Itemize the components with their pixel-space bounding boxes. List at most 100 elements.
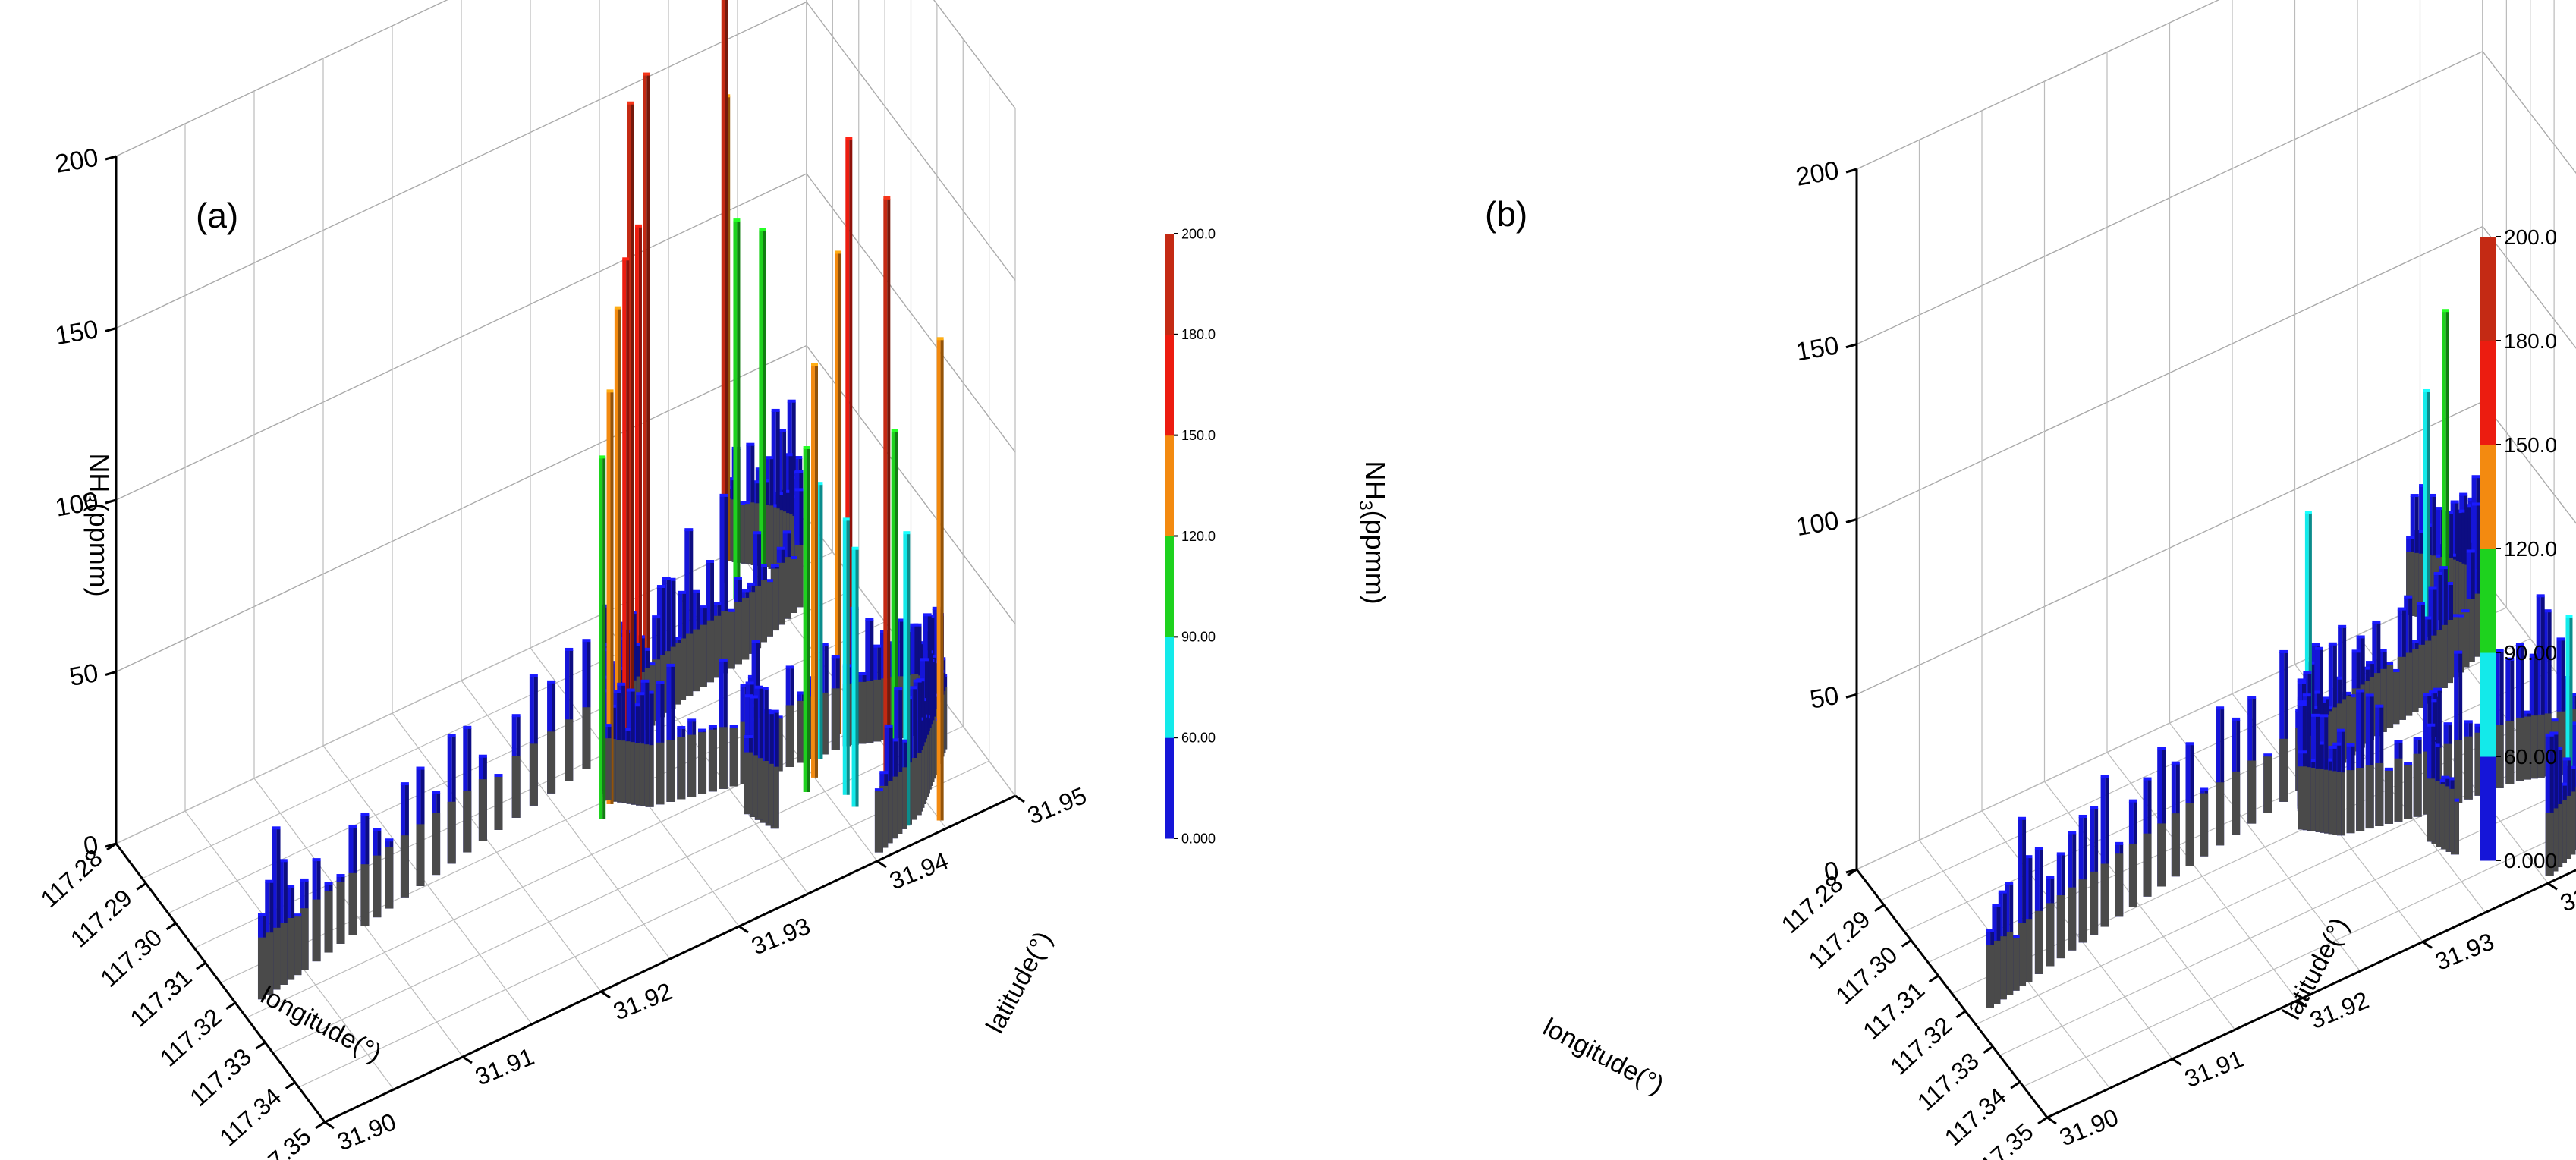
panel-b-bar-107-cap: [2365, 661, 2374, 665]
panel-a-peak-bar-66-cap: [759, 228, 766, 231]
panel-b-bar-134-cap: [2311, 643, 2320, 646]
panel-b-bar-115-base: [2413, 753, 2422, 817]
panel-a-bar-186-base: [478, 779, 487, 841]
panel-a-z-tick-label-1: 50: [68, 659, 101, 692]
panel-b-zgrid-right-3: [2482, 51, 2576, 174]
panel-b-bar-70-base: [2522, 716, 2531, 780]
panel-b-peak-bar-141-side: [2308, 513, 2312, 794]
panel-a-bar-123-side: [764, 689, 769, 823]
panel-b-bar-72-cap: [2571, 721, 2576, 725]
panel-a-bar-129-cap: [744, 734, 753, 738]
panel-b-bar-75-cap: [2567, 765, 2576, 769]
panel-a-bar-187: [463, 725, 472, 853]
panel-b-bar-96-base: [2391, 671, 2400, 725]
panel-a-peak-bar-154: [622, 257, 630, 775]
panel-b-bar-95-side: [2458, 652, 2463, 803]
panel-b-bar-96-cap: [2391, 668, 2400, 672]
panel-a-y-tick-label-0: 31.90: [333, 1108, 400, 1155]
panel-b-peak-bar-73: [2565, 615, 2573, 845]
panel-a-bar-61-cap: [776, 546, 785, 550]
panel-b-bar-67-cap: [2529, 653, 2538, 657]
panel-b-bar-187-base: [1992, 940, 2001, 1004]
panel-a-bar-94-cap: [741, 589, 750, 593]
panel-a-bar-182-cap: [547, 680, 556, 684]
panel-a-peak-bar-92-cap: [842, 517, 850, 521]
panel-b-bar-92-base: [2464, 736, 2473, 800]
panel-a-bar-57-cap: [736, 501, 745, 505]
panel-b-bar-156-cap: [2307, 759, 2316, 762]
panel-b-bar-45: [2466, 549, 2475, 662]
panel-a-bar-114-side: [689, 530, 694, 696]
panel-b-bar-92-cap: [2464, 720, 2473, 724]
panel-b-bar-132-base: [2356, 768, 2365, 831]
panel-b-bar-153-base: [2310, 768, 2320, 831]
panel-b-bar-104-cap: [2429, 690, 2438, 694]
panel-a-bar-188-base: [447, 801, 456, 864]
panel-b-bar-78: [2505, 657, 2515, 784]
panel-a-peak-bar-99: [811, 363, 818, 778]
panel-b-x-axis-title: longitude(°): [1538, 1013, 1669, 1100]
panel-a-bar-195: [348, 824, 357, 935]
panel-b-bar-172-base: [2143, 833, 2152, 897]
panel-a-bar-107-cap: [706, 559, 715, 563]
panel-b-peak-bar-73-front: [2565, 617, 2570, 845]
panel-b-bar-60-base: [2455, 616, 2464, 673]
panel-a-peak-bar-78-cap: [835, 250, 842, 254]
panel-b-bar-122-base: [2394, 758, 2403, 822]
panel-a-bar-188-side: [451, 736, 456, 864]
panel-a-bar-203-side: [276, 828, 281, 990]
panel-b-bar-184-base: [2011, 937, 2020, 991]
panel-a-bar-159-cap: [636, 692, 645, 696]
panel-a-bar-71-base: [908, 757, 917, 820]
panel-a-bar-38-base: [794, 545, 804, 608]
panel-b-bar-139-base: [2336, 772, 2345, 836]
panel-a-colorbar-label-3: 120.0: [1181, 529, 1216, 544]
panel-b-bar-66-base: [2406, 552, 2415, 615]
panel-b-bar-67: [2529, 653, 2538, 779]
panel-a-peak-bar-91-cap: [851, 546, 859, 550]
panel-b-bar-181: [2034, 847, 2043, 974]
panel-b-zlabel-main: NH: [1360, 461, 1391, 500]
panel-b-bar-95-base: [2454, 740, 2463, 803]
panel-b-colorbar-seg-3: [2480, 445, 2496, 549]
panel-a-label: (a): [196, 196, 238, 235]
panel-a-bar-19-side: [791, 401, 796, 578]
panel-b-bar-116-base: [2431, 781, 2440, 844]
panel-a-bar-160-cap: [631, 703, 640, 707]
panel-a-bar-35-cap: [794, 470, 804, 473]
panel-b-bar-161: [2279, 649, 2288, 802]
panel-b-bar-45-base: [2466, 599, 2475, 662]
panel-a-bar-54-cap: [741, 501, 750, 505]
panel-b-bar-135-cap: [2315, 646, 2324, 650]
panel-a-bar-22-cap: [784, 453, 793, 457]
panel-a-bar-110: [691, 589, 700, 692]
panel-b-z-tick-label-3: 150: [1794, 331, 1841, 366]
panel-b-bar-66-cap: [2406, 536, 2415, 539]
panel-b-colorbar-label-5: 180.0: [2504, 329, 2557, 353]
panel-a-x-tick-0: [106, 842, 117, 851]
panel-b-bar-98-base: [2443, 743, 2452, 807]
panel-b-bar-42: [2556, 637, 2565, 775]
panel-b-label: (b): [1485, 194, 1527, 234]
panel-a-bar-153-base: [645, 745, 654, 807]
panel-a-bar-197-base: [324, 890, 333, 953]
panel-b-bar-150-cap: [2315, 741, 2324, 745]
panel-a-peak-bar-154-front: [622, 259, 627, 775]
panel-a-bar-81-base: [898, 767, 907, 829]
panel-a-colorbar-seg-0: [1165, 737, 1174, 839]
panel-a-bar-95-cap: [879, 771, 889, 775]
panel-a-peak-bar-163: [614, 306, 621, 790]
panel-b-bar-32-cap: [2471, 475, 2480, 479]
panel-b-bar-89-cap: [2474, 723, 2483, 727]
panel-b-bar-126-cap: [2333, 676, 2342, 680]
panel-b-bar-129: [2365, 693, 2374, 829]
panel-a-bar-105-base: [712, 615, 722, 678]
panel-a-bar-126: [729, 725, 738, 787]
panel-a-bar-145-cap: [666, 663, 675, 667]
panel-a-bar-94-base: [741, 597, 750, 660]
panel-b-floor-lat-4: [2106, 752, 2298, 1001]
panel-a-bar-120-base: [765, 763, 774, 826]
panel-a-floor-lat-2: [253, 778, 464, 1058]
panel-a-bar-60: [865, 618, 874, 743]
panel-a-bar-162-base: [626, 742, 635, 804]
